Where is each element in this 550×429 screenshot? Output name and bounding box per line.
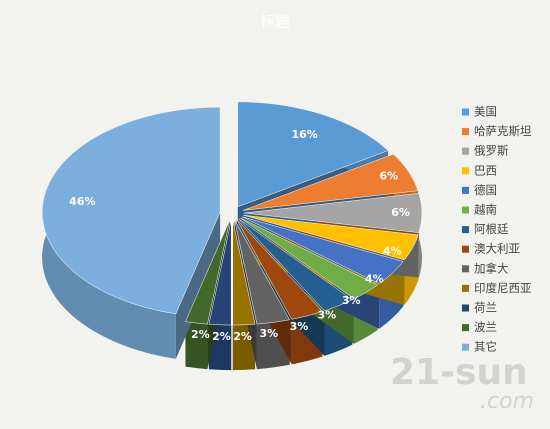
legend-swatch [462,324,469,332]
legend-label: 波兰 [474,320,497,334]
data-label: 2% [212,330,231,343]
slice [238,218,353,312]
data-label: 2% [233,330,252,343]
legend-swatch [462,167,469,175]
legend-label: 阿根廷 [474,222,509,236]
legend-label: 哈萨克斯坦 [474,124,532,138]
legend-swatch [462,128,469,136]
legend-swatch [462,343,469,351]
legend-label: 德国 [474,183,497,197]
slice [208,220,232,326]
slice [236,219,323,320]
data-label: 2% [191,328,210,341]
legend-swatch [462,226,469,234]
legend-label: 其它 [474,340,497,354]
legend-swatch [462,304,469,312]
legend-swatch [462,265,469,273]
slice [232,220,256,326]
slice [240,217,379,300]
slice-side [232,324,256,371]
chart-title: 标题 [260,13,290,31]
slice [185,219,230,325]
slice [237,101,389,208]
data-label: 6% [379,169,398,182]
legend-label: 越南 [474,203,497,217]
legend-label: 澳大利亚 [474,242,520,256]
slice-side [185,321,208,370]
legend-label: 美国 [474,105,497,119]
data-label: 3% [290,320,309,333]
slice [41,106,221,315]
watermark: .com [480,389,534,414]
legend-label: 加拿大 [474,261,509,275]
watermark: 21-sun [390,352,528,393]
data-label: 4% [365,273,384,286]
legend-swatch [462,108,469,116]
legend-swatch [462,206,469,214]
data-label: 3% [259,327,278,340]
data-label: 16% [291,128,317,141]
data-label: 3% [342,294,361,307]
data-label: 6% [391,206,410,219]
legend-swatch [462,245,469,253]
slice [243,153,419,211]
data-label: 3% [317,309,336,322]
legend-label: 印度尼西亚 [474,281,532,295]
slice [243,214,419,261]
slice [234,219,291,325]
slice-side [175,212,221,359]
legend-label: 俄罗斯 [474,144,509,158]
data-label: 46% [69,195,95,208]
legend-swatch [462,147,469,155]
legend-swatch [462,186,469,194]
legend-swatch [462,284,469,292]
slice-tops [41,101,423,326]
legend-label: 荷兰 [474,301,497,315]
slice [242,216,404,285]
legend-label: 巴西 [474,163,497,177]
data-label: 4% [383,244,402,257]
slice [243,193,423,233]
